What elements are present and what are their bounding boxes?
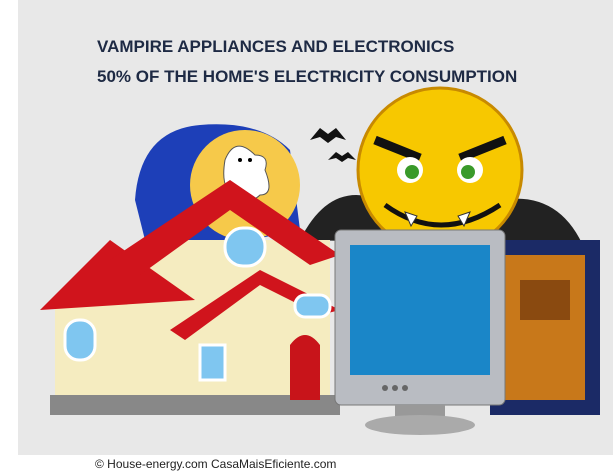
credit: © House-energy.com CasaMaisEficiente.com <box>95 457 336 471</box>
title-line: 50% OF THE HOME'S ELECTRICITY CONSUMPTIO… <box>97 67 517 86</box>
stereo <box>490 240 600 415</box>
illustration: VAMPIRE APPLIANCES AND ELECTRONICS 50% O… <box>0 0 613 475</box>
monitor <box>335 230 505 435</box>
title-line: VAMPIRE APPLIANCES AND ELECTRONICS <box>97 37 454 56</box>
